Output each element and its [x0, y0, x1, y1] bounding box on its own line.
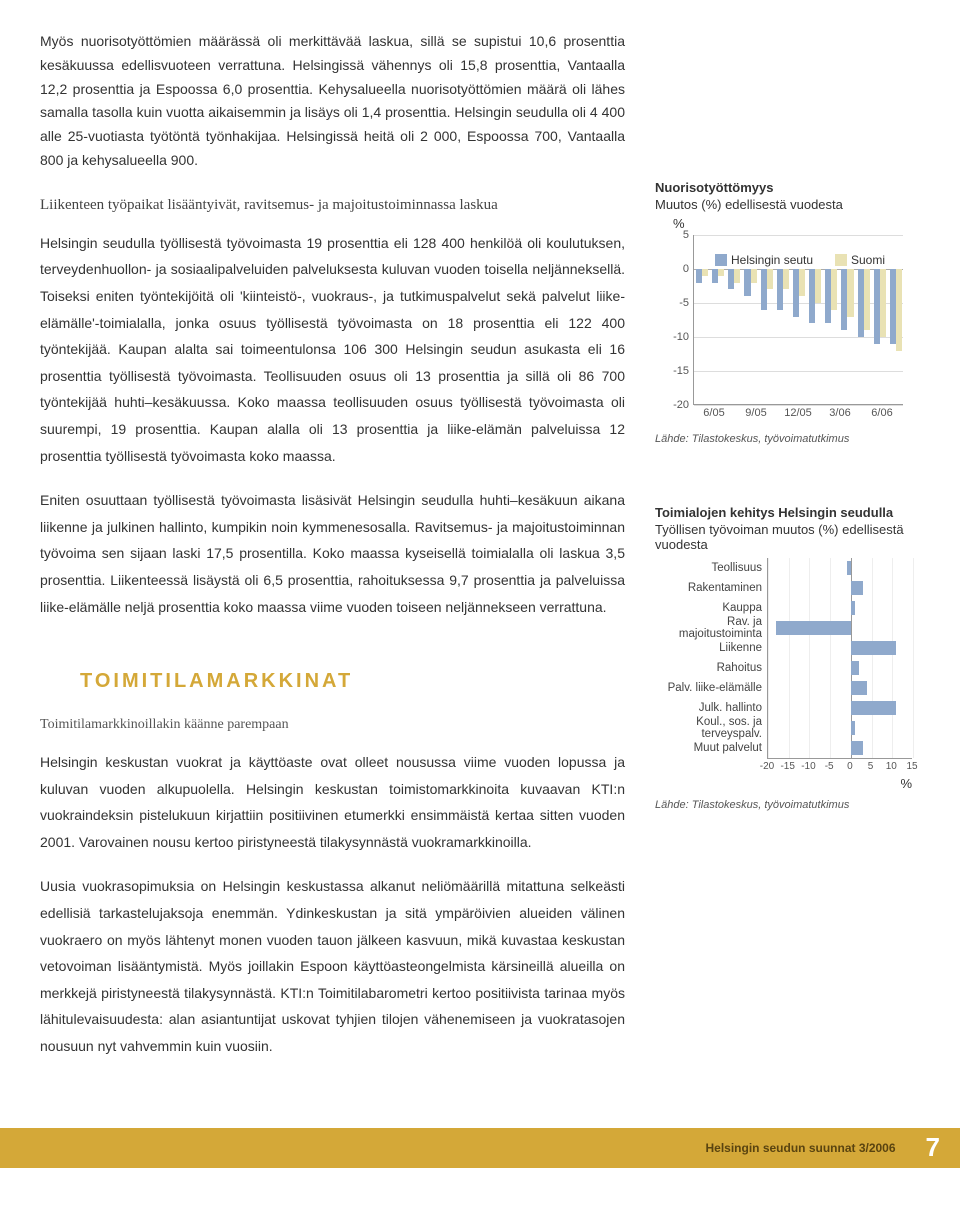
chart2-xtick: 0: [847, 761, 853, 772]
chart2-bar: [851, 721, 855, 735]
chart2-title: Toimialojen kehitys Helsingin seudulla: [655, 505, 920, 520]
chart2-category-label: Julk. hallinto: [652, 702, 762, 714]
chart1-ytick: 0: [665, 263, 689, 275]
chart2-bar: [851, 601, 855, 615]
chart2-row: Kauppa: [768, 598, 912, 618]
chart2-subtitle: Työllisen työvoiman muutos (%) edellises…: [655, 522, 920, 552]
chart2-bar: [847, 561, 851, 575]
footer-text: Helsingin seudun suunnat 3/2006: [705, 1141, 895, 1155]
chart2-row: Rahoitus: [768, 658, 912, 678]
chart2-category-label: Palv. liike-elämälle: [652, 682, 762, 694]
chart1-ytick: -20: [665, 399, 689, 411]
chart1-source: Lähde: Tilastokeskus, työvoimatutkimus: [655, 433, 920, 445]
chart-sector-development: Toimialojen kehitys Helsingin seudulla T…: [655, 505, 920, 811]
chart1-xtick: 6/06: [871, 407, 892, 419]
chart2-bar: [776, 621, 851, 635]
chart1-xtick: 3/06: [829, 407, 850, 419]
chart2-xtick: -10: [801, 761, 815, 772]
body-paragraph-4: Uusia vuokrasopimuksia on Helsingin kesk…: [40, 873, 625, 1059]
chart2-bar: [851, 581, 863, 595]
chart2-xtick: -20: [760, 761, 774, 772]
chart1-ylabel: %: [673, 216, 920, 231]
chart1-bar: [783, 269, 789, 289]
chart2-xtick: -5: [825, 761, 834, 772]
chart1-bar: [718, 269, 724, 276]
chart2-category-label: Rakentaminen: [652, 582, 762, 594]
chart2-category-label: Liikenne: [652, 642, 762, 654]
chart2-bar: [851, 701, 897, 715]
chart2-row: Koul., sos. ja terveyspalv.: [768, 718, 912, 738]
chart2-row: Rav. ja majoitustoiminta: [768, 618, 912, 638]
chart2-row: Palv. liike-elämälle: [768, 678, 912, 698]
chart2-row: Liikenne: [768, 638, 912, 658]
body-paragraph-3: Helsingin keskustan vuokrat ja käyttöast…: [40, 749, 625, 855]
chart1-ytick: -5: [665, 297, 689, 309]
body-paragraph-1: Helsingin seudulla työllisestä työvoimas…: [40, 230, 625, 469]
chart1-plot-area: 50-5-10-15-20Helsingin seutuSuomi6/059/0…: [665, 235, 915, 425]
chart-youth-unemployment: Nuorisotyöttömyys Muutos (%) edellisestä…: [655, 180, 920, 445]
chart1-bar: [799, 269, 805, 296]
chart2-xlabel: %: [655, 776, 912, 791]
chart2-category-label: Koul., sos. ja terveyspalv.: [652, 716, 762, 740]
chart1-bar: [702, 269, 708, 276]
chart1-xtick: 9/05: [745, 407, 766, 419]
chart2-row: Julk. hallinto: [768, 698, 912, 718]
chart1-ytick: -15: [665, 365, 689, 377]
main-column: Myös nuorisotyöttömien määrässä oli merk…: [40, 30, 625, 1078]
section-title: TOIMITILAMARKKINAT: [80, 670, 625, 693]
chart2-bar: [851, 741, 863, 755]
chart1-bar: [815, 269, 821, 303]
chart2-bar: [851, 681, 868, 695]
chart2-source: Lähde: Tilastokeskus, työvoimatutkimus: [655, 799, 920, 811]
chart2-bar: [851, 641, 897, 655]
subheading-2: Toimitilamarkkinoillakin käänne parempaa…: [40, 717, 625, 733]
chart1-bar: [831, 269, 837, 310]
chart2-xtick: 10: [886, 761, 897, 772]
chart1-ytick: 5: [665, 229, 689, 241]
chart2-xtick: 15: [906, 761, 917, 772]
chart2-category-label: Rahoitus: [652, 662, 762, 674]
chart1-xtick: 12/05: [784, 407, 812, 419]
chart1-bar: [767, 269, 773, 289]
subheading-1: Liikenteen työpaikat lisääntyivät, ravit…: [40, 197, 625, 214]
chart2-xtick: -15: [780, 761, 794, 772]
footer-page-number: 7: [926, 1132, 940, 1163]
chart2-plot-area: TeollisuusRakentaminenKauppaRav. ja majo…: [655, 558, 915, 774]
footer-bar: Helsingin seudun suunnat 3/2006 7: [0, 1128, 960, 1168]
chart2-row: Rakentaminen: [768, 578, 912, 598]
chart1-legend-item: Helsingin seutu: [715, 253, 813, 267]
body-paragraph-2: Eniten osuuttaan työllisestä työvoimasta…: [40, 487, 625, 620]
chart2-bar: [851, 661, 859, 675]
chart2-category-label: Muut palvelut: [652, 742, 762, 754]
intro-paragraph: Myös nuorisotyöttömien määrässä oli merk…: [40, 30, 625, 173]
sidebar-column: Nuorisotyöttömyys Muutos (%) edellisestä…: [655, 30, 920, 1078]
chart1-legend-item: Suomi: [835, 253, 885, 267]
chart1-bar: [880, 269, 886, 337]
chart1-ytick: -10: [665, 331, 689, 343]
chart1-bar: [751, 269, 757, 283]
chart1-title: Nuorisotyöttömyys: [655, 180, 920, 195]
chart2-category-label: Teollisuus: [652, 562, 762, 574]
chart1-bar: [864, 269, 870, 330]
chart1-xtick: 6/05: [703, 407, 724, 419]
chart1-bar: [734, 269, 740, 283]
chart2-row: Teollisuus: [768, 558, 912, 578]
chart1-subtitle: Muutos (%) edellisestä vuodesta: [655, 197, 920, 212]
chart1-bar: [896, 269, 902, 351]
chart2-xtick: 5: [868, 761, 874, 772]
chart2-row: Muut palvelut: [768, 738, 912, 758]
chart2-category-label: Rav. ja majoitustoiminta: [652, 616, 762, 640]
chart2-category-label: Kauppa: [652, 602, 762, 614]
chart1-bar: [847, 269, 853, 317]
